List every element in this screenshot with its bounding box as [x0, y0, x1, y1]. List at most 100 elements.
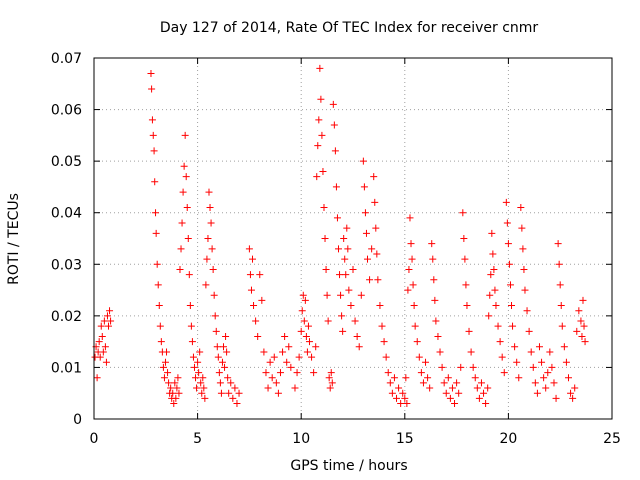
data-point: [266, 358, 274, 366]
data-point: [187, 322, 195, 330]
data-point: [308, 353, 316, 361]
data-point: [538, 358, 546, 366]
data-point: [180, 162, 188, 170]
data-point: [252, 317, 260, 325]
data-point: [207, 219, 215, 227]
data-point: [256, 271, 264, 279]
data-point: [519, 245, 527, 253]
data-point: [148, 116, 156, 124]
data-point: [337, 291, 345, 299]
data-point: [511, 343, 519, 351]
data-point: [446, 394, 454, 402]
data-point: [330, 121, 338, 129]
data-point: [197, 379, 205, 387]
data-point: [303, 348, 311, 356]
data-point: [193, 384, 201, 392]
data-point: [189, 353, 197, 361]
data-point: [471, 374, 479, 382]
data-point: [428, 240, 436, 248]
data-point: [429, 255, 437, 263]
data-points: [91, 64, 589, 408]
data-point: [571, 384, 579, 392]
data-point: [556, 281, 564, 289]
data-point: [462, 281, 470, 289]
data-point: [469, 363, 477, 371]
data-point: [535, 343, 543, 351]
data-point: [518, 224, 526, 232]
data-point: [411, 322, 419, 330]
data-point: [304, 322, 312, 330]
data-point: [258, 296, 266, 304]
data-point: [169, 389, 177, 397]
data-point: [491, 286, 499, 294]
data-point: [153, 260, 161, 268]
data-point: [380, 338, 388, 346]
data-point: [208, 245, 216, 253]
data-point: [374, 276, 382, 284]
data-point: [214, 353, 222, 361]
data-point: [199, 374, 207, 382]
x-tick-label: 15: [396, 431, 414, 447]
data-point: [247, 286, 255, 294]
data-point: [473, 384, 481, 392]
data-point: [500, 369, 508, 377]
data-point: [562, 358, 570, 366]
data-point: [312, 343, 320, 351]
data-point: [490, 265, 498, 273]
data-point: [178, 219, 186, 227]
data-point: [301, 296, 309, 304]
data-point: [215, 369, 223, 377]
data-point: [554, 240, 562, 248]
data-point: [225, 389, 233, 397]
data-point: [415, 353, 423, 361]
data-point: [201, 394, 209, 402]
data-point: [577, 317, 585, 325]
data-point: [349, 265, 357, 273]
x-tick-label: 25: [603, 431, 621, 447]
data-point: [569, 394, 577, 402]
data-point: [397, 400, 405, 408]
data-point: [515, 374, 523, 382]
data-point: [196, 348, 204, 356]
data-point: [373, 250, 381, 258]
data-point: [96, 353, 104, 361]
chart-title: Day 127 of 2014, Rate Of TEC Index for r…: [160, 20, 539, 36]
data-point: [333, 214, 341, 222]
data-point: [223, 348, 231, 356]
data-point: [302, 332, 310, 340]
data-point: [487, 271, 495, 279]
data-point: [413, 338, 421, 346]
data-point: [205, 188, 213, 196]
data-point: [567, 389, 575, 397]
data-point: [188, 338, 196, 346]
data-point: [370, 173, 378, 181]
data-point: [165, 379, 173, 387]
data-point: [459, 209, 467, 217]
data-point: [161, 358, 169, 366]
data-point: [368, 245, 376, 253]
data-point: [359, 157, 367, 165]
data-point: [177, 245, 185, 253]
data-point: [154, 281, 162, 289]
data-point: [485, 312, 493, 320]
data-point: [366, 276, 374, 284]
data-point: [334, 245, 342, 253]
data-point: [231, 384, 239, 392]
data-point: [276, 369, 284, 377]
data-point: [102, 358, 110, 366]
data-point: [401, 394, 409, 402]
data-point: [353, 332, 361, 340]
data-point: [95, 338, 103, 346]
data-point: [227, 379, 235, 387]
data-point: [285, 343, 293, 351]
data-point: [183, 204, 191, 212]
data-point: [513, 358, 521, 366]
data-point: [503, 219, 511, 227]
data-point: [198, 389, 206, 397]
data-point: [533, 389, 541, 397]
data-point: [212, 327, 220, 335]
data-point: [216, 379, 224, 387]
data-point: [395, 384, 403, 392]
data-point: [170, 400, 178, 408]
data-point: [163, 348, 171, 356]
